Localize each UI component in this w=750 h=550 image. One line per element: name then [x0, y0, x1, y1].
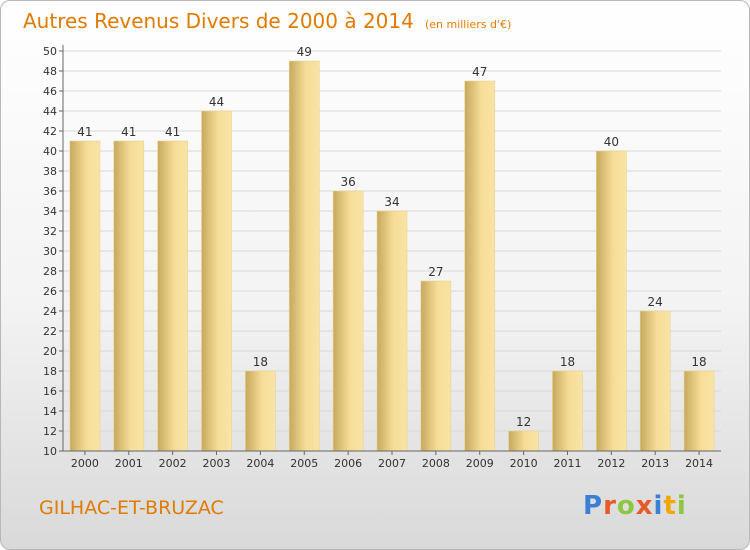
bar: [639, 310, 671, 452]
y-tick-label: 12: [43, 425, 57, 438]
y-tick-label: 32: [43, 225, 57, 238]
bar: [596, 150, 627, 452]
x-tick-label: 2010: [510, 457, 538, 470]
y-tick-label: 36: [43, 185, 57, 198]
x-tick-label: 2012: [597, 457, 625, 470]
x-tick-label: 2000: [71, 457, 99, 470]
y-tick-label: 16: [43, 385, 57, 398]
bar-value-label: 41: [165, 125, 180, 139]
bar: [332, 190, 364, 452]
x-tick-label: 2004: [246, 457, 274, 470]
bar: [113, 140, 145, 452]
x-tick-label: 2006: [334, 457, 362, 470]
bar: [157, 140, 188, 452]
bar: [420, 280, 452, 452]
bar-value-label: 34: [384, 195, 399, 209]
y-tick-label: 44: [43, 105, 57, 118]
brand-letter: r: [603, 491, 617, 521]
bar: [464, 80, 496, 452]
y-tick-label: 30: [43, 245, 57, 258]
bar: [245, 370, 276, 452]
bar-value-label: 27: [428, 265, 443, 279]
y-tick-label: 28: [43, 265, 57, 278]
x-tick-label: 2007: [378, 457, 406, 470]
x-tick-label: 2008: [422, 457, 450, 470]
y-tick-label: 50: [43, 45, 57, 58]
brand-letter: x: [635, 491, 654, 521]
brand-letter: P: [583, 491, 604, 521]
y-tick-label: 10: [43, 445, 57, 458]
bar: [69, 140, 101, 452]
x-tick-label: 2005: [290, 457, 318, 470]
bar-value-label: 36: [340, 175, 355, 189]
brand-letter: i: [676, 491, 687, 521]
y-tick-label: 46: [43, 85, 57, 98]
x-tick-label: 2011: [553, 457, 581, 470]
x-tick-label: 2002: [159, 457, 187, 470]
bar-value-label: 12: [516, 415, 531, 429]
bar-value-label: 18: [560, 355, 575, 369]
x-tick-label: 2014: [685, 457, 713, 470]
bar-value-label: 41: [121, 125, 136, 139]
bars: 41 41 41 44 18 49 36 34 27 47 12 18 40 24 18: [69, 45, 715, 452]
bar-value-label: 44: [209, 95, 224, 109]
y-tick-label: 14: [43, 405, 57, 418]
brand-letter: i: [653, 491, 664, 521]
bar-value-label: 24: [648, 295, 663, 309]
y-tick-label: 40: [43, 145, 57, 158]
bar: [683, 370, 715, 452]
bar-value-label: 47: [472, 65, 487, 79]
bar: [508, 430, 539, 452]
y-tick-label: 22: [43, 325, 57, 338]
y-tick-label: 34: [43, 205, 57, 218]
x-tick-label: 2003: [203, 457, 231, 470]
bar-value-label: 18: [253, 355, 268, 369]
x-tick-label: 2001: [115, 457, 143, 470]
x-tick-label: 2013: [641, 457, 669, 470]
brand-letter: t: [663, 491, 677, 521]
commune-name: GILHAC-ET-BRUZAC: [39, 497, 224, 519]
brand-logo: Proxiti: [583, 491, 687, 521]
axes: 10 12 14 16 18 20 22 24 26 28 30 32 34 36 38 40 42 44 46 48…: [43, 45, 721, 470]
y-tick-label: 38: [43, 165, 57, 178]
chart-title: Autres Revenus Divers de 2000 à 2014: [23, 9, 414, 33]
y-tick-label: 20: [43, 345, 57, 358]
y-tick-label: 48: [43, 65, 57, 78]
chart-title-group: Autres Revenus Divers de 2000 à 2014 (en…: [23, 9, 511, 33]
y-tick-label: 18: [43, 365, 57, 378]
bar: [201, 110, 232, 452]
x-tick-label: 2009: [466, 457, 494, 470]
y-tick-label: 24: [43, 305, 57, 318]
y-tick-label: 42: [43, 125, 57, 138]
y-tick-label: 26: [43, 285, 57, 298]
chart-unit: (en milliers d'€): [424, 18, 512, 31]
brand-letter: o: [616, 491, 636, 521]
bar-value-label: 18: [691, 355, 706, 369]
bar-value-label: 41: [77, 125, 92, 139]
bar: [552, 370, 583, 452]
bar-value-label: 49: [297, 45, 312, 59]
bar-value-label: 40: [604, 135, 619, 149]
bar: [288, 60, 320, 452]
bar: [376, 210, 408, 452]
